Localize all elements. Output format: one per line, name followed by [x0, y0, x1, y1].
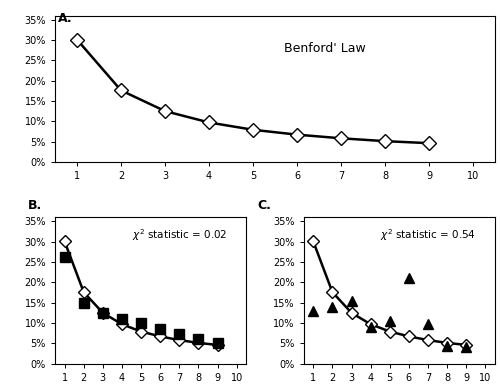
- Text: B.: B.: [28, 199, 42, 212]
- Text: Benford' Law: Benford' Law: [284, 42, 366, 55]
- Text: C.: C.: [258, 199, 272, 212]
- Text: A.: A.: [58, 12, 72, 25]
- Text: $\chi^2$ statistic = 0.54: $\chi^2$ statistic = 0.54: [380, 228, 476, 244]
- Text: $\chi^2$ statistic = 0.02: $\chi^2$ statistic = 0.02: [132, 228, 227, 244]
